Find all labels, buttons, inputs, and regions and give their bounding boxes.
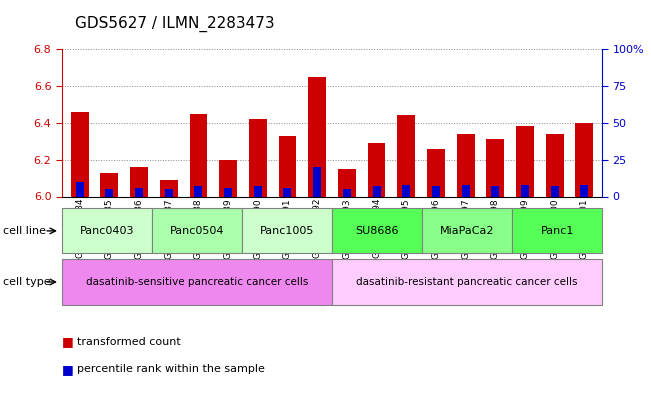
Bar	[309, 77, 326, 196]
Bar	[159, 180, 178, 196]
Bar	[575, 123, 593, 196]
Bar	[135, 187, 143, 196]
Bar	[189, 114, 207, 196]
Text: dasatinib-resistant pancreatic cancer cells: dasatinib-resistant pancreatic cancer ce…	[356, 277, 578, 287]
Bar	[551, 186, 559, 196]
Bar	[402, 185, 410, 196]
Bar	[313, 167, 321, 196]
Text: cell type: cell type	[3, 277, 51, 287]
Bar	[130, 167, 148, 196]
Text: GDS5627 / ILMN_2283473: GDS5627 / ILMN_2283473	[75, 15, 275, 32]
Bar	[100, 173, 118, 196]
Bar	[254, 186, 262, 196]
Bar	[224, 187, 232, 196]
Text: Panc0403: Panc0403	[79, 226, 134, 236]
Bar	[165, 189, 173, 196]
Bar	[492, 186, 499, 196]
Bar	[432, 186, 440, 196]
Bar	[105, 189, 113, 196]
Bar	[219, 160, 237, 196]
Bar	[283, 187, 292, 196]
Bar	[76, 182, 84, 196]
Bar	[368, 143, 385, 196]
Text: ■: ■	[62, 363, 74, 376]
Text: ■: ■	[62, 335, 74, 349]
Text: Panc1005: Panc1005	[260, 226, 314, 236]
Text: MiaPaCa2: MiaPaCa2	[440, 226, 494, 236]
Text: percentile rank within the sample: percentile rank within the sample	[77, 364, 266, 375]
Bar	[580, 185, 589, 196]
Text: dasatinib-sensitive pancreatic cancer cells: dasatinib-sensitive pancreatic cancer ce…	[86, 277, 308, 287]
Bar	[546, 134, 564, 196]
Bar	[249, 119, 267, 196]
Bar	[486, 140, 505, 196]
Bar	[397, 116, 415, 196]
Bar	[343, 189, 351, 196]
Text: Panc0504: Panc0504	[170, 226, 224, 236]
Bar	[457, 134, 475, 196]
Bar	[71, 112, 89, 196]
Text: cell line: cell line	[3, 226, 46, 236]
Bar	[462, 185, 469, 196]
Bar	[516, 127, 534, 196]
Bar	[372, 186, 381, 196]
Bar	[338, 169, 355, 196]
Bar	[279, 136, 296, 196]
Text: transformed count: transformed count	[77, 337, 181, 347]
Bar	[195, 186, 202, 196]
Bar	[427, 149, 445, 196]
Text: Panc1: Panc1	[540, 226, 574, 236]
Bar	[521, 185, 529, 196]
Text: SU8686: SU8686	[355, 226, 399, 236]
